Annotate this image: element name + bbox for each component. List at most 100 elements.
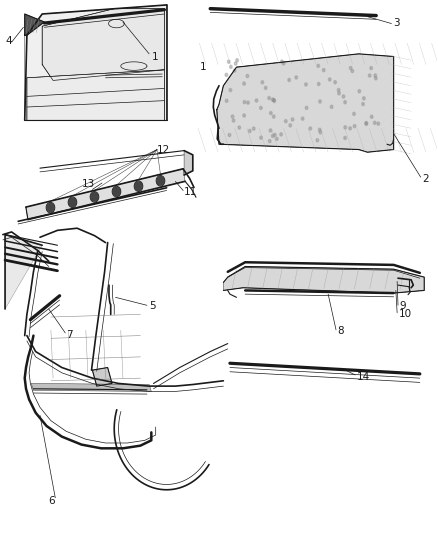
Polygon shape <box>31 383 151 391</box>
Circle shape <box>342 95 345 98</box>
Circle shape <box>91 192 98 201</box>
Circle shape <box>318 128 321 131</box>
Circle shape <box>289 124 292 127</box>
Circle shape <box>260 136 262 139</box>
Circle shape <box>252 127 255 130</box>
Circle shape <box>288 78 290 82</box>
Polygon shape <box>184 151 193 175</box>
Circle shape <box>368 74 371 77</box>
Circle shape <box>365 122 367 125</box>
Text: 1: 1 <box>199 62 206 72</box>
Circle shape <box>225 99 228 102</box>
Polygon shape <box>217 54 394 152</box>
Circle shape <box>316 139 319 142</box>
Circle shape <box>248 130 251 133</box>
Circle shape <box>273 133 276 136</box>
Circle shape <box>353 112 355 116</box>
Circle shape <box>319 100 321 103</box>
Text: 4: 4 <box>5 36 12 45</box>
Circle shape <box>230 65 232 68</box>
Circle shape <box>318 83 320 86</box>
Circle shape <box>305 83 307 86</box>
Circle shape <box>272 99 275 102</box>
Polygon shape <box>25 14 44 35</box>
Circle shape <box>305 106 308 109</box>
Circle shape <box>371 115 373 118</box>
Circle shape <box>344 101 346 104</box>
Text: 5: 5 <box>149 301 156 311</box>
Circle shape <box>265 86 267 90</box>
Circle shape <box>225 73 228 76</box>
Circle shape <box>351 69 353 72</box>
Circle shape <box>234 62 237 65</box>
Circle shape <box>365 122 367 125</box>
Circle shape <box>370 67 372 70</box>
Circle shape <box>243 101 246 104</box>
Circle shape <box>231 115 234 118</box>
Text: 6: 6 <box>49 496 55 506</box>
Circle shape <box>228 133 231 136</box>
Circle shape <box>243 114 245 117</box>
Circle shape <box>322 69 325 72</box>
Circle shape <box>280 133 283 136</box>
Circle shape <box>285 119 287 123</box>
Text: 13: 13 <box>81 179 95 189</box>
Polygon shape <box>92 368 112 386</box>
Circle shape <box>309 127 311 130</box>
Circle shape <box>374 74 377 77</box>
Circle shape <box>301 117 304 120</box>
Circle shape <box>261 80 264 84</box>
Text: 2: 2 <box>422 174 429 184</box>
Circle shape <box>227 60 230 63</box>
Circle shape <box>233 69 236 72</box>
Polygon shape <box>223 266 424 293</box>
Circle shape <box>272 134 274 138</box>
Polygon shape <box>25 5 166 120</box>
Text: 14: 14 <box>357 372 370 382</box>
Circle shape <box>273 99 276 102</box>
Circle shape <box>260 106 262 109</box>
Circle shape <box>358 90 360 93</box>
Circle shape <box>295 76 297 79</box>
Circle shape <box>135 182 142 190</box>
Circle shape <box>363 97 365 100</box>
Circle shape <box>338 92 340 95</box>
Circle shape <box>238 126 240 129</box>
Circle shape <box>337 88 340 92</box>
Circle shape <box>330 105 333 108</box>
Polygon shape <box>5 235 42 309</box>
Circle shape <box>47 204 54 212</box>
Circle shape <box>272 115 275 118</box>
Circle shape <box>243 82 245 85</box>
Circle shape <box>232 119 235 122</box>
Circle shape <box>334 80 336 84</box>
Polygon shape <box>27 70 164 120</box>
Circle shape <box>349 127 351 130</box>
Circle shape <box>255 99 258 102</box>
Circle shape <box>319 131 321 134</box>
Circle shape <box>317 64 320 67</box>
Circle shape <box>362 102 364 106</box>
Circle shape <box>269 111 272 115</box>
Circle shape <box>268 96 270 100</box>
Text: 7: 7 <box>66 329 73 340</box>
Circle shape <box>374 121 376 124</box>
Circle shape <box>113 187 120 196</box>
Circle shape <box>272 98 274 101</box>
Circle shape <box>236 59 238 62</box>
Circle shape <box>157 176 164 185</box>
Circle shape <box>268 140 271 143</box>
Circle shape <box>374 77 377 80</box>
Circle shape <box>281 60 283 63</box>
Circle shape <box>344 136 346 140</box>
Circle shape <box>269 129 272 132</box>
Text: 1: 1 <box>151 52 158 61</box>
Polygon shape <box>42 9 164 80</box>
Circle shape <box>283 62 285 65</box>
Circle shape <box>276 137 278 140</box>
Text: 11: 11 <box>184 187 198 197</box>
Polygon shape <box>26 169 185 220</box>
Circle shape <box>344 126 346 129</box>
Circle shape <box>247 101 249 104</box>
Circle shape <box>246 75 249 78</box>
